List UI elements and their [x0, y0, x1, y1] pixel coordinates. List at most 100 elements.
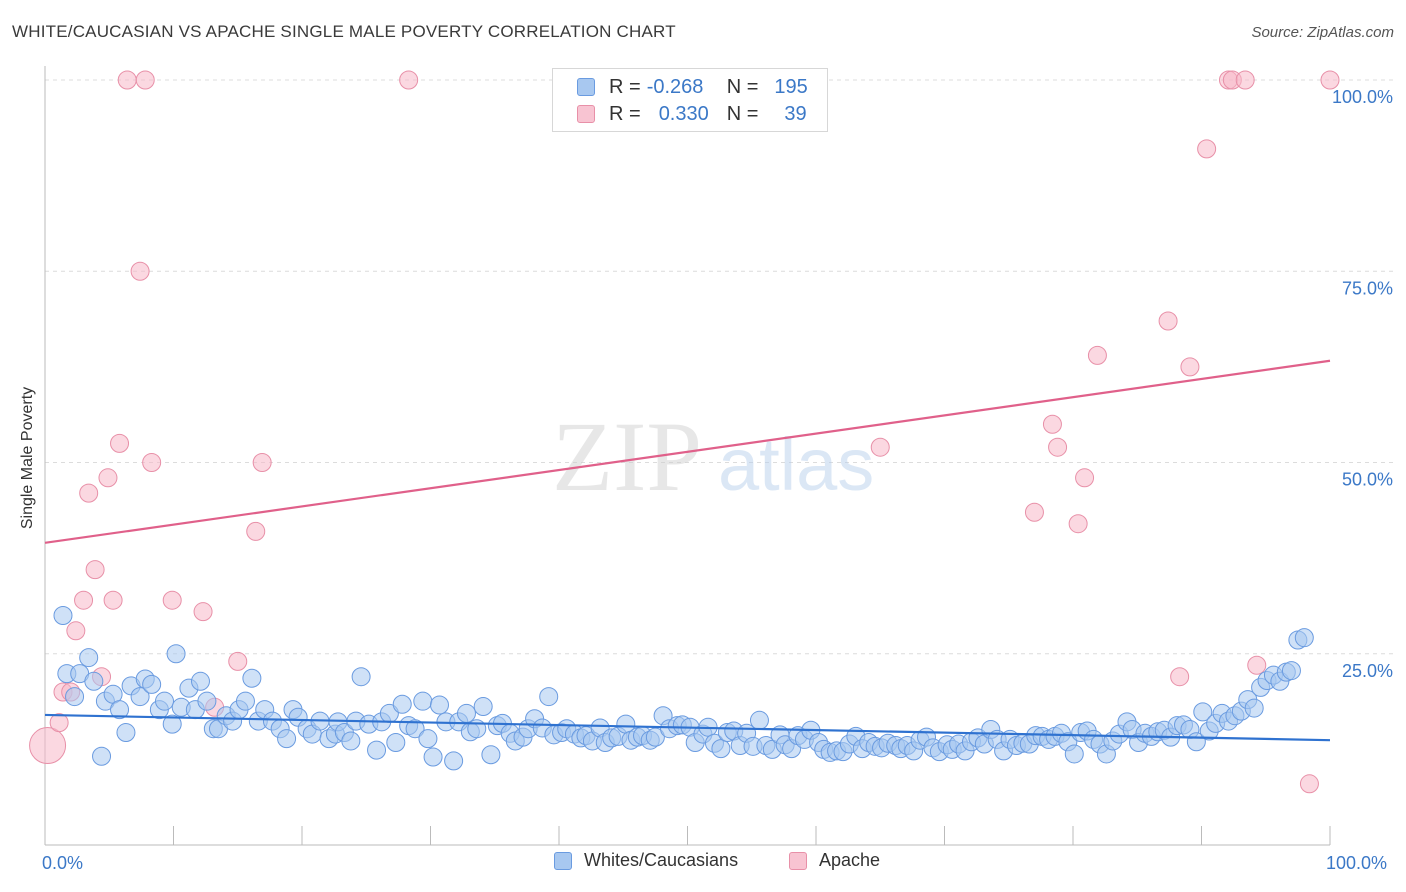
whites-point — [155, 691, 175, 711]
apache-point — [228, 651, 248, 671]
whites-point — [392, 694, 412, 714]
source-credit: Source: ZipAtlas.com — [1251, 24, 1394, 41]
x-tick-label-max: 100.0% — [1326, 853, 1388, 873]
whites-point — [1064, 744, 1084, 764]
watermark: ZIP atlas — [552, 401, 874, 512]
legend-item-apache: Apache — [789, 850, 880, 871]
apache-point — [1042, 414, 1062, 434]
legend-item-whites: Whites/Caucasians — [554, 850, 738, 871]
whites-point — [386, 732, 406, 752]
whites-point — [341, 731, 361, 751]
whites-point — [413, 691, 433, 711]
whites-point — [190, 671, 210, 691]
apache-point — [1068, 514, 1088, 534]
whites-point — [418, 729, 438, 749]
apache-point — [1197, 139, 1217, 159]
whites-point — [116, 723, 136, 743]
apache-point — [79, 483, 99, 503]
apache-point — [117, 70, 137, 90]
whites-point — [79, 648, 99, 668]
whites-point — [473, 697, 493, 717]
apache-point — [110, 433, 130, 453]
apache-point — [135, 70, 155, 90]
apache-point — [162, 590, 182, 610]
correlation-legend: R = -0.268 N = 195 R = 0.330 N = 39 — [552, 68, 828, 132]
whites-point — [749, 710, 769, 730]
whites-point — [1281, 661, 1301, 681]
apache-point — [246, 521, 266, 541]
apache-point — [1299, 774, 1319, 794]
y-tick-label: 25.0% — [1342, 661, 1393, 681]
apache-point — [1320, 70, 1340, 90]
whites-point — [1294, 628, 1314, 648]
apache-point — [74, 590, 94, 610]
whites-point — [711, 739, 731, 759]
whites-point — [166, 644, 186, 664]
apache-point — [870, 437, 890, 457]
apache-point — [1180, 357, 1200, 377]
apache-point — [85, 560, 105, 580]
whites-point — [65, 687, 85, 707]
apache-point — [1170, 667, 1190, 687]
apache-point — [193, 602, 213, 622]
apache-point — [1075, 468, 1095, 488]
whites-point — [130, 687, 150, 707]
whites-point — [423, 747, 443, 767]
apache-point — [142, 453, 162, 472]
apache-point — [1158, 311, 1178, 331]
x-tick-label-min: 0.0% — [42, 853, 84, 873]
whites-point — [92, 746, 112, 766]
apache-point — [29, 727, 67, 765]
whites-point — [235, 691, 255, 711]
whites-point — [53, 606, 73, 625]
whites-point — [277, 729, 297, 749]
apache-point — [399, 70, 419, 90]
whites-point — [84, 671, 104, 691]
y-tick-labels: 25.0% 50.0% 75.0% 100.0% — [1332, 87, 1393, 681]
chart-title: WHITE/CAUCASIAN VS APACHE SINGLE MALE PO… — [12, 22, 676, 41]
n-value-whites: 195 — [774, 75, 808, 98]
whites-point — [162, 714, 182, 734]
pink-swatch-icon — [789, 851, 807, 870]
whites-point — [1244, 698, 1264, 718]
whites-point — [242, 668, 262, 688]
legend-label-whites: Whites/Caucasians — [584, 850, 739, 870]
pink-swatch-icon — [577, 105, 595, 123]
r-value-apache: 0.330 — [658, 102, 709, 125]
apache-trend-line — [44, 359, 1331, 544]
apache-point — [252, 453, 272, 472]
whites-point — [645, 727, 665, 747]
whites-trend-line — [44, 713, 1331, 742]
apache-point — [1087, 345, 1107, 365]
apache-point — [98, 468, 118, 488]
n-label: N = — [726, 102, 759, 125]
whites-point — [481, 745, 501, 765]
r-label: R = — [609, 75, 641, 98]
y-tick-label: 50.0% — [1342, 470, 1393, 490]
blue-swatch-icon — [577, 78, 595, 96]
apache-point — [49, 713, 69, 733]
whites-point — [351, 667, 371, 687]
whites-point — [429, 695, 449, 715]
apache-point — [1235, 70, 1255, 90]
r-label: R = — [609, 102, 641, 125]
whites-point — [1193, 702, 1213, 722]
apache-point — [103, 590, 123, 610]
whites-point — [367, 740, 387, 760]
blue-swatch-icon — [554, 851, 572, 870]
legend-label-apache: Apache — [819, 850, 881, 870]
apache-points — [29, 70, 1340, 794]
whites-points — [53, 606, 1314, 771]
whites-point — [444, 751, 464, 771]
y-tick-label: 100.0% — [1332, 87, 1393, 107]
legend-row-whites: R = -0.268 N = 195 — [577, 75, 808, 99]
whites-point — [142, 674, 162, 694]
n-value-apache: 39 — [784, 102, 807, 125]
y-tick-label: 75.0% — [1342, 278, 1393, 298]
r-value-whites: -0.268 — [646, 75, 704, 98]
apache-point — [1024, 502, 1044, 522]
trend-lines — [44, 359, 1331, 742]
n-label: N = — [726, 75, 759, 98]
whites-point — [456, 703, 476, 723]
